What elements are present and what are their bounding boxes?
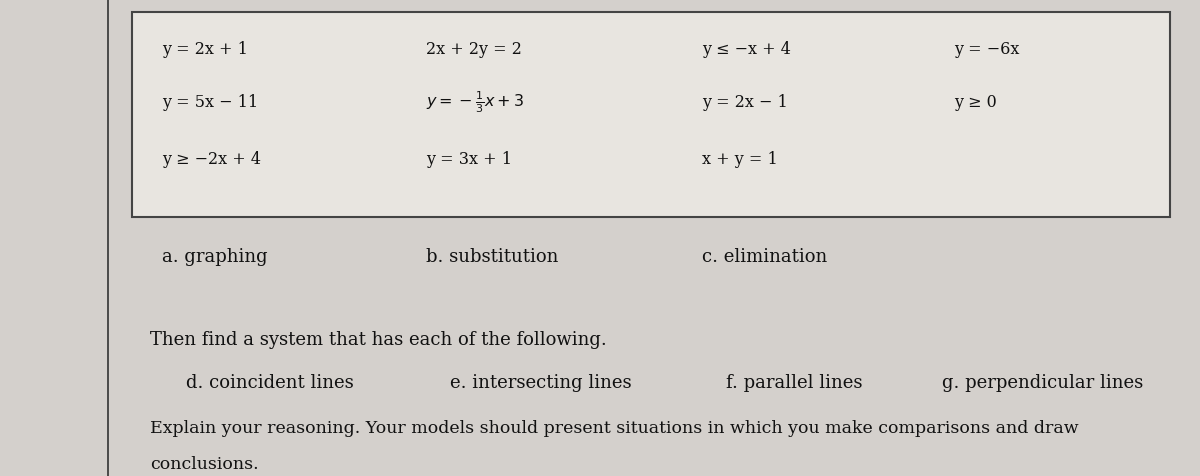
Text: y = 3x + 1: y = 3x + 1	[426, 151, 512, 168]
Text: $y = -\frac{1}{3}x + 3$: $y = -\frac{1}{3}x + 3$	[426, 89, 524, 115]
Text: y = 2x − 1: y = 2x − 1	[702, 94, 787, 111]
Text: Then find a system that has each of the following.: Then find a system that has each of the …	[150, 331, 607, 349]
Text: g. perpendicular lines: g. perpendicular lines	[942, 374, 1144, 392]
Text: b. substitution: b. substitution	[426, 248, 558, 266]
Text: y = 5x − 11: y = 5x − 11	[162, 94, 258, 111]
FancyBboxPatch shape	[132, 12, 1170, 217]
Text: c. elimination: c. elimination	[702, 248, 827, 266]
Text: f. parallel lines: f. parallel lines	[726, 374, 863, 392]
Text: a. graphing: a. graphing	[162, 248, 268, 266]
Text: y ≥ 0: y ≥ 0	[954, 94, 997, 111]
Text: y ≤ −x + 4: y ≤ −x + 4	[702, 41, 791, 59]
Text: 2x + 2y = 2: 2x + 2y = 2	[426, 41, 522, 59]
Text: y = −6x: y = −6x	[954, 41, 1019, 59]
Text: x + y = 1: x + y = 1	[702, 151, 778, 168]
Text: e. intersecting lines: e. intersecting lines	[450, 374, 631, 392]
Text: y = 2x + 1: y = 2x + 1	[162, 41, 248, 59]
Text: conclusions.: conclusions.	[150, 456, 259, 473]
Text: y ≥ −2x + 4: y ≥ −2x + 4	[162, 151, 262, 168]
Text: d. coincident lines: d. coincident lines	[186, 374, 354, 392]
Text: Explain your reasoning. Your models should present situations in which you make : Explain your reasoning. Your models shou…	[150, 420, 1079, 437]
